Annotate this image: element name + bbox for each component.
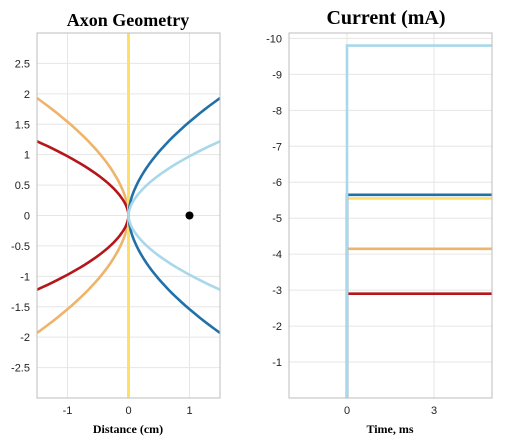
y-tick-label: 2 bbox=[24, 89, 30, 101]
series-line bbox=[345, 292, 492, 398]
y-tick-label: -3 bbox=[272, 285, 282, 297]
y-tick-label: -1 bbox=[20, 271, 30, 283]
y-tick-label: -5 bbox=[272, 213, 282, 225]
y-tick-label: -10 bbox=[266, 33, 282, 45]
y-tick-labels: -10 -9 -8 -7 -6 -5 -4 -3 -2 -1 bbox=[266, 33, 282, 369]
axon-geometry-panel: Axon Geometry -2.5 -2 -1.5 -1 -0.5 0 0.5 1 1.5 2 2… bbox=[11, 10, 221, 436]
y-tick-label: -1 bbox=[272, 357, 282, 369]
series-line bbox=[345, 197, 492, 398]
y-tick-label: -2 bbox=[272, 321, 282, 333]
x-tick-label: -1 bbox=[63, 405, 73, 417]
y-tick-label: -6 bbox=[272, 177, 282, 189]
y-tick-label: 0.5 bbox=[15, 180, 30, 192]
series-line bbox=[345, 44, 492, 398]
y-tick-label: -2 bbox=[20, 332, 30, 344]
y-tick-label: -8 bbox=[272, 105, 282, 117]
y-tick-label: -2.5 bbox=[11, 363, 30, 375]
x-tick-label: 1 bbox=[186, 405, 192, 417]
y-tick-label: -1.5 bbox=[11, 302, 30, 314]
y-tick-label: 0 bbox=[24, 211, 30, 223]
y-tick-label: 1.5 bbox=[15, 119, 30, 131]
y-tick-label: -7 bbox=[272, 141, 282, 153]
plot-frame bbox=[36, 32, 221, 399]
x-axis-label: Distance (cm) bbox=[93, 422, 163, 436]
point-group bbox=[185, 211, 194, 220]
plot-frame bbox=[288, 32, 493, 399]
y-tick-label: -9 bbox=[272, 69, 282, 81]
x-tick-labels: -1 0 1 bbox=[63, 405, 193, 417]
series-group bbox=[345, 44, 492, 398]
y-tick-label: 2.5 bbox=[15, 58, 30, 70]
grid bbox=[289, 33, 492, 398]
y-tick-labels: -2.5 -2 -1.5 -1 -0.5 0 0.5 1 1.5 2 2.5 bbox=[11, 58, 30, 374]
chart-title: Axon Geometry bbox=[67, 10, 189, 30]
series-group bbox=[36, 33, 221, 398]
series-line bbox=[345, 193, 492, 398]
chart-title: Current (mA) bbox=[326, 7, 445, 29]
x-tick-label: 0 bbox=[344, 405, 350, 417]
y-tick-label: 1 bbox=[24, 150, 30, 162]
x-tick-label: 0 bbox=[125, 405, 131, 417]
series-line bbox=[127, 140, 221, 291]
y-tick-label: -4 bbox=[272, 249, 282, 261]
series-line bbox=[345, 247, 492, 398]
x-axis-label: Time, ms bbox=[366, 422, 413, 436]
y-tick-label: -0.5 bbox=[11, 241, 30, 253]
electrode-point bbox=[185, 211, 194, 220]
x-tick-label: 3 bbox=[431, 405, 437, 417]
